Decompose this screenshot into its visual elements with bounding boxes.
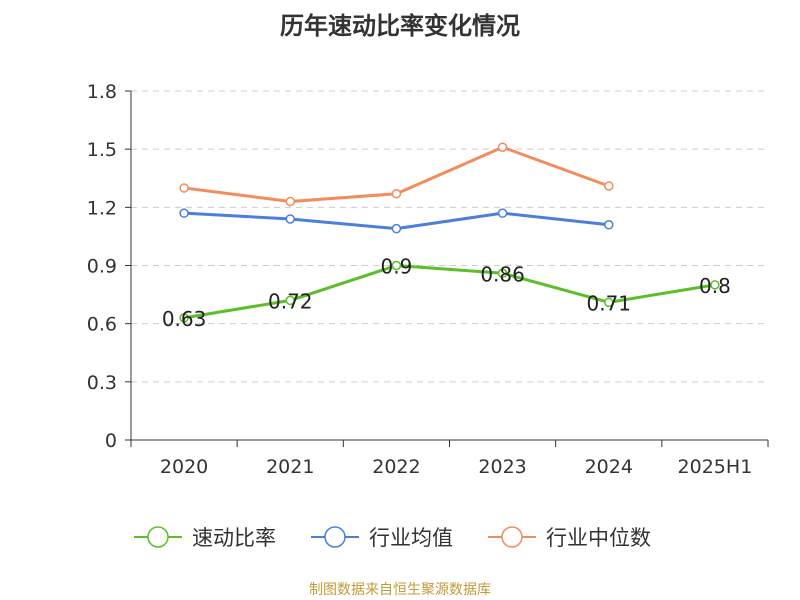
series-point-2 (179, 208, 189, 218)
series-point-3 (179, 183, 189, 193)
data-label: 0.9 (381, 255, 413, 279)
x-tick-label: 2020 (160, 456, 208, 478)
series-point-3 (497, 142, 508, 152)
data-label: 0.8 (699, 274, 731, 298)
chart-title: 历年速动比率变化情况 (280, 12, 520, 40)
series-point-2 (391, 223, 402, 234)
source-footer: 制图数据来自恒生聚源数据库 (309, 582, 491, 598)
series-point-2 (285, 214, 295, 224)
series-point-1 (604, 297, 614, 308)
series-point-3 (604, 181, 614, 191)
x-tick-label: 2023 (478, 456, 526, 478)
y-tick-label: 0.3 (87, 372, 117, 394)
y-tick-label: 0 (105, 430, 117, 452)
series-point-3 (285, 196, 295, 207)
data-label: 0.71 (586, 291, 631, 315)
y-tick-label: 1.8 (87, 81, 117, 103)
series-point-2 (497, 208, 508, 218)
data-label: 0.63 (162, 307, 207, 331)
series-point-1 (285, 295, 295, 306)
series-point-3 (391, 189, 402, 199)
legend-marker (147, 526, 169, 548)
series-point-2 (604, 220, 614, 230)
series-point-1 (179, 313, 189, 323)
series-point-1 (710, 280, 720, 290)
series-point-1 (497, 268, 508, 279)
x-tick-label: 2021 (266, 456, 314, 478)
legend-label: 行业中位数 (546, 526, 651, 550)
legend-marker (501, 526, 523, 548)
y-tick-label: 0.6 (87, 314, 117, 336)
data-label: 0.86 (480, 262, 525, 286)
y-tick-label: 1.2 (87, 197, 117, 219)
series-point-1 (391, 260, 402, 271)
legend-marker (324, 526, 346, 548)
x-tick-label: 2024 (585, 456, 633, 478)
legend-label: 速动比率 (192, 526, 276, 550)
y-tick-label: 1.5 (87, 139, 117, 161)
x-tick-label: 2022 (372, 456, 420, 478)
legend-label: 行业均值 (369, 526, 453, 550)
y-tick-label: 0.9 (87, 256, 117, 278)
x-tick-label: 2025H1 (678, 456, 753, 478)
data-label: 0.72 (268, 289, 313, 313)
series-line-1 (183, 264, 716, 320)
